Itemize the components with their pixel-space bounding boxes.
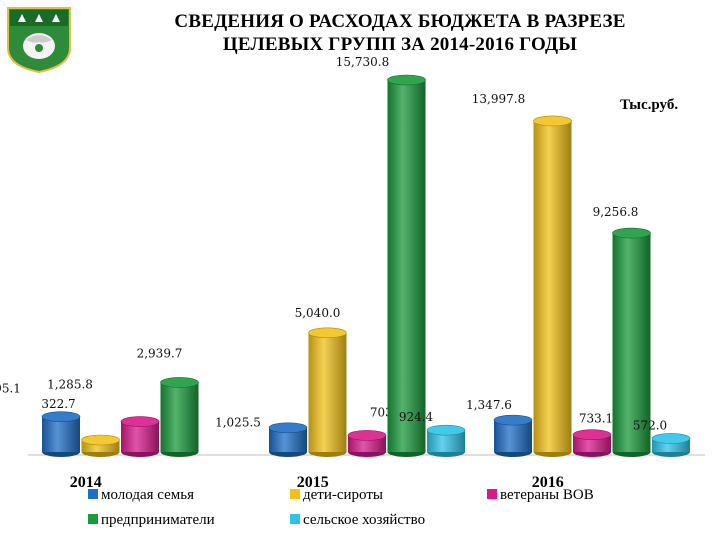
bar-2016-series-0 <box>493 414 533 457</box>
bar-2014-series-0 <box>41 411 81 457</box>
chart-title-line2: ЦЕЛЕВЫХ ГРУПП ЗА 2014-2016 ГОДЫ <box>222 34 578 55</box>
data-label: 733.1 <box>579 412 613 426</box>
bar-2015-series-1 <box>308 327 347 457</box>
bar-2015-series-0 <box>268 422 308 457</box>
legend-label: предприниматели <box>101 512 215 528</box>
data-label: 2,939.7 <box>137 346 183 360</box>
bar-2016-series-1 <box>533 115 572 457</box>
legend-swatch <box>88 489 98 499</box>
legend-label: дети-сироты <box>303 487 383 503</box>
category-label: 2015 <box>297 474 329 491</box>
coat-of-arms-icon <box>4 4 74 74</box>
legend-label: сельское хозяйство <box>303 512 426 528</box>
category-label: 2016 <box>532 474 564 491</box>
legend-item-entrepreneurs: предприниматели <box>88 512 215 529</box>
legend-swatch <box>290 489 300 499</box>
data-label: 1,025.5 <box>215 416 261 430</box>
data-label: 1,495.1 <box>0 382 21 396</box>
bar-2016-series-4 <box>651 433 691 457</box>
data-label: 1,285.8 <box>47 378 93 392</box>
bar-2016-series-2 <box>572 429 612 457</box>
legend-swatch <box>290 514 300 524</box>
bar-2015-series-2 <box>347 430 387 457</box>
legend-swatch <box>487 489 497 499</box>
data-label: 13,997.8 <box>472 92 525 106</box>
bar-2014-series-3 <box>160 377 199 457</box>
data-label: 572.0 <box>633 418 667 432</box>
data-label: 9,256.8 <box>593 205 639 219</box>
bar-2014-series-2 <box>120 416 160 457</box>
data-label: 15,730.8 <box>336 55 389 69</box>
legend-swatch <box>88 514 98 524</box>
legend-item-veterans: ветераны ВОВ <box>487 487 594 504</box>
data-label: 322.7 <box>41 397 75 411</box>
bar-2016-series-3 <box>612 227 651 457</box>
data-label: 924.4 <box>399 410 434 424</box>
legend-item-young-family: молодая семья <box>88 487 194 504</box>
bar-2015-series-4 <box>426 424 466 457</box>
chart-title-line1: СВЕДЕНИЯ О РАСХОДАХ БЮДЖЕТА В РАЗРЕЗЕ <box>174 11 626 32</box>
data-label: 5,040.0 <box>295 306 341 320</box>
bar-2014-series-1 <box>81 434 120 457</box>
bar-2015-series-3 <box>387 74 426 457</box>
legend-item-orphans: дети-сироты <box>290 487 383 504</box>
unit-label: Тыс.руб. <box>620 97 679 113</box>
legend-label: молодая семья <box>101 487 195 503</box>
legend-label: ветераны ВОВ <box>500 487 594 503</box>
chart-title: СВЕДЕНИЯ О РАСХОДАХ БЮДЖЕТА В РАЗРЕЗЕ ЦЕ… <box>100 10 700 56</box>
legend-item-agriculture: сельское хозяйство <box>290 512 425 529</box>
category-label: 2014 <box>70 474 102 491</box>
data-label: 1,347.6 <box>466 398 512 412</box>
